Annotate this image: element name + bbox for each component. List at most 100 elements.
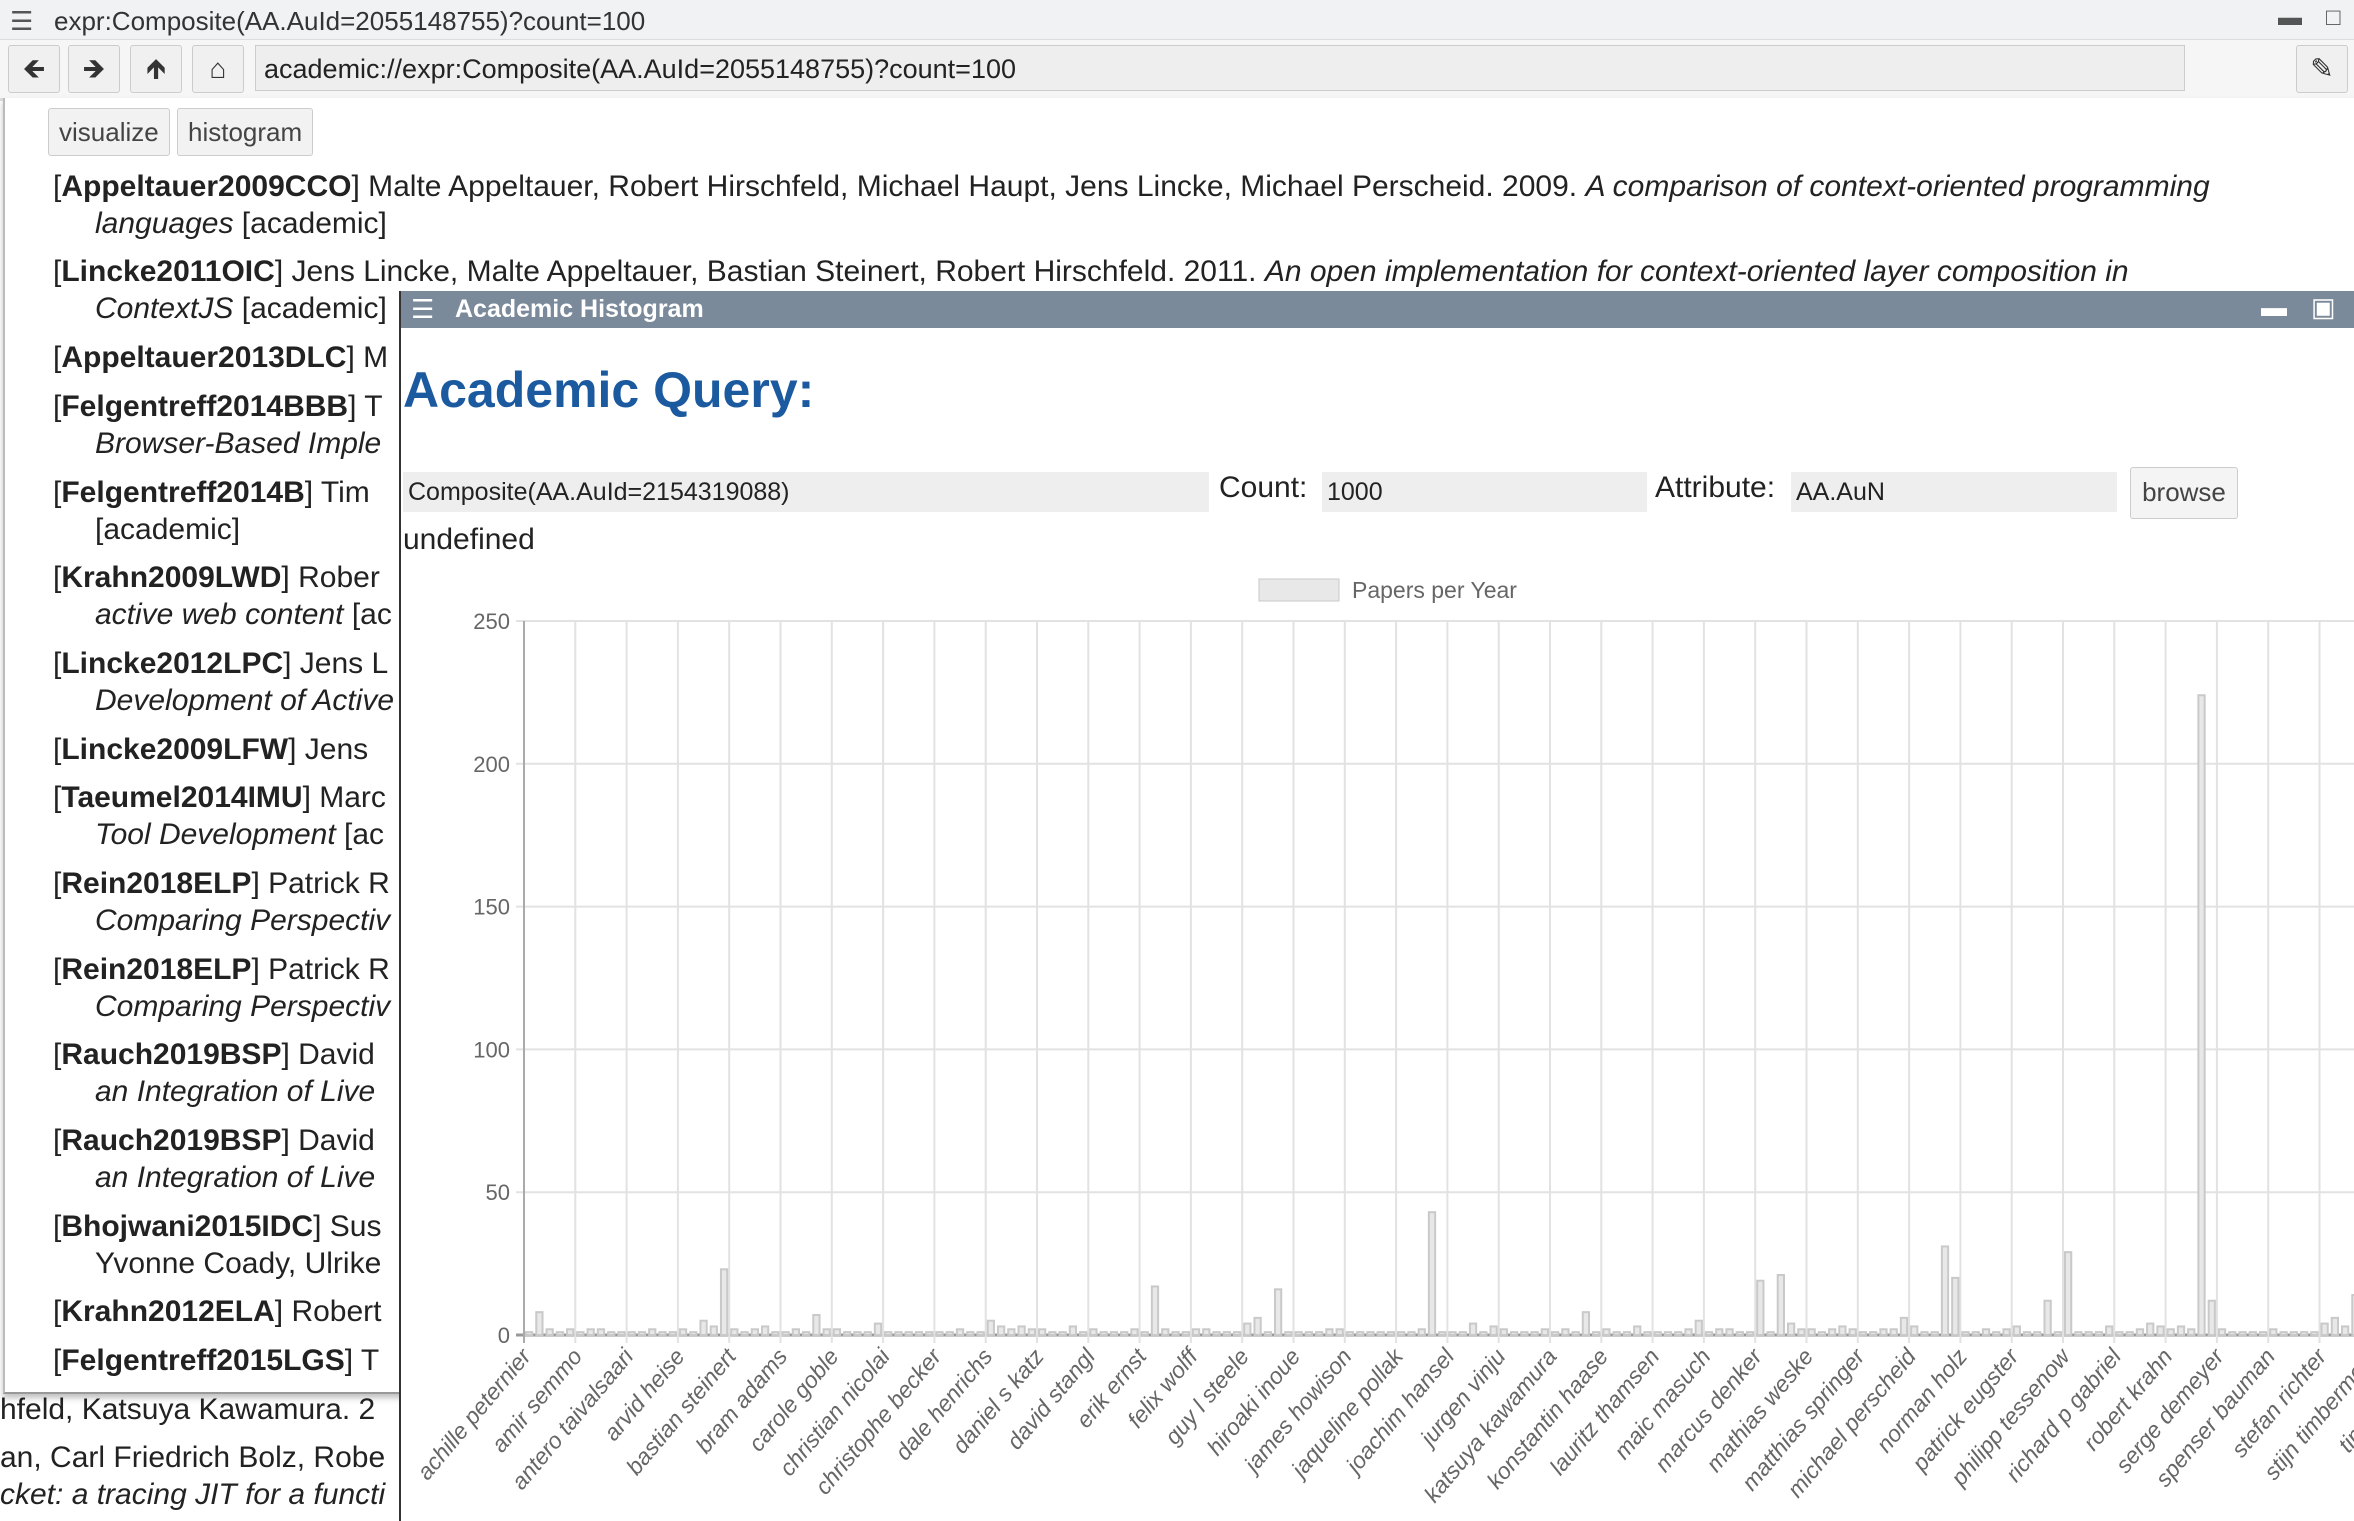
histogram-bar [1068, 1325, 1078, 1337]
histogram-bar [2166, 1328, 2175, 1336]
hamburger-icon[interactable]: ☰ [411, 294, 435, 324]
entry-key[interactable]: Rauch2019BSP [61, 1124, 282, 1157]
y-tick-label: 200 [473, 752, 510, 777]
entry-source[interactable]: Yvonne Coady, Ulrike [95, 1247, 382, 1280]
histogram-bar [555, 1331, 565, 1337]
x-tick-label: christophe becker [810, 1342, 947, 1499]
entry-source[interactable]: [academic] [233, 207, 387, 240]
histogram-bar [1243, 1322, 1252, 1337]
histogram-bar [996, 1325, 1006, 1337]
entry-key[interactable]: Rein2018ELP [61, 953, 252, 986]
histogram-bar [2135, 1328, 2145, 1336]
histogram-bar [1643, 1331, 1652, 1337]
result-entry: [Lincke2012LPC] Jens L Development of Act… [53, 647, 395, 717]
histogram-bar [1971, 1331, 1980, 1337]
histogram-bar [791, 1328, 801, 1336]
histogram-bar [699, 1319, 708, 1336]
maximize-icon[interactable]: □ [2326, 4, 2341, 31]
entry-key[interactable]: Appeltauer2009CCO [61, 170, 352, 203]
entry-key[interactable]: Appeltauer2013DLC [61, 341, 347, 374]
histogram-bar [1458, 1331, 1467, 1337]
hamburger-icon[interactable]: ☰ [10, 6, 34, 36]
histogram-bar [2084, 1331, 2093, 1337]
entry-source[interactable]: [academic] [95, 513, 241, 546]
entry-source[interactable]: [ac [343, 598, 392, 631]
histogram-bar [1930, 1331, 1939, 1337]
minimize-icon[interactable]: ▬ [2261, 292, 2287, 322]
entry-key[interactable]: Felgentreff2014BBB [61, 390, 349, 423]
histogram-bar [2269, 1328, 2278, 1336]
histogram-bar [1817, 1331, 1827, 1337]
navigation-bar: 🡸 🡺 🡹 ⌂ academic://expr:Composite(AA.AuI… [0, 40, 2354, 101]
entry-source[interactable]: [ac [335, 818, 385, 851]
histogram-bar [1766, 1331, 1775, 1337]
histogram-bar [894, 1331, 903, 1337]
query-input[interactable]: Composite(AA.AuId=2154319088) [403, 472, 1209, 512]
histogram-bar [2115, 1331, 2124, 1337]
histogram-bar [1592, 1331, 1601, 1337]
entry-key[interactable]: Lincke2012LPC [61, 647, 284, 680]
histogram-bar [1786, 1322, 1796, 1337]
entry-key[interactable]: Krahn2012ELA [61, 1295, 275, 1328]
forward-button[interactable]: 🡺 [68, 45, 120, 93]
entry-authors: T [353, 1344, 380, 1377]
x-tick-label: katsuya kawamura [1419, 1344, 1562, 1508]
histogram-bar [1807, 1328, 1816, 1336]
result-entry: [Rein2018ELP] Patrick R Comparing Perspec… [53, 953, 391, 1023]
x-tick-label: mathias weske [1701, 1344, 1819, 1477]
back-button[interactable]: 🡸 [8, 45, 60, 93]
histogram-bar [1079, 1331, 1088, 1337]
x-tick-label: norman holz [1871, 1343, 1973, 1457]
histogram-button[interactable]: histogram [177, 108, 314, 156]
x-tick-label: serge demeyer [2110, 1342, 2229, 1477]
minimize-icon[interactable]: ▬ [2278, 4, 2302, 31]
histogram-bar [781, 1331, 790, 1337]
result-entry: [Rauch2019BSP] David an Integration of Li… [53, 1038, 376, 1108]
histogram-bar [648, 1328, 657, 1336]
entry-key[interactable]: Bhojwani2015IDC [61, 1210, 314, 1243]
histogram-bar [925, 1331, 934, 1337]
entry-title-cont: ContextJS [95, 292, 234, 325]
entry-key[interactable]: Rauch2019BSP [61, 1038, 282, 1071]
entry-key[interactable]: Felgentreff2014B [61, 476, 305, 509]
attribute-input[interactable]: AA.AuN [1791, 472, 2117, 512]
entry-source[interactable]: [academic] [233, 292, 387, 325]
count-input[interactable]: 1000 [1322, 472, 1647, 512]
entry-key[interactable]: Krahn2009LWD [61, 561, 282, 594]
histogram-bar [760, 1325, 770, 1337]
entry-key[interactable]: Rein2018ELP [61, 867, 252, 900]
x-tick-label: erik ernst [1071, 1342, 1153, 1432]
histogram-bar [812, 1314, 821, 1337]
browse-button[interactable]: browse [2130, 467, 2238, 519]
x-tick-label: philipp tessenow [1945, 1342, 2076, 1491]
histogram-bar [2207, 1299, 2216, 1337]
edit-button[interactable]: ✎ [2296, 45, 2348, 93]
histogram-bar [2156, 1325, 2165, 1337]
histogram-bar [2012, 1325, 2021, 1337]
histogram-bar [2074, 1331, 2083, 1337]
up-button[interactable]: 🡹 [130, 45, 182, 93]
entry-key[interactable]: Taeumel2014IMU [61, 781, 303, 814]
histogram-bar [1961, 1331, 1970, 1337]
histogram-titlebar[interactable]: ☰ Academic Histogram ▬ ▣ [401, 291, 2354, 328]
x-tick-label: amir semmo [486, 1343, 587, 1457]
histogram-bar [1438, 1331, 1447, 1337]
histogram-bar [1120, 1331, 1129, 1337]
home-button[interactable]: ⌂ [192, 45, 244, 93]
histogram-bar [1499, 1328, 1508, 1336]
histogram-bar [1745, 1331, 1755, 1337]
entry-authors: David [289, 1124, 375, 1157]
url-input[interactable]: academic://expr:Composite(AA.AuId=205514… [255, 45, 2185, 91]
visualize-button[interactable]: visualize [48, 108, 170, 156]
home-icon: ⌂ [209, 53, 227, 84]
maximize-icon[interactable]: ▣ [2311, 292, 2336, 322]
histogram-bar [1530, 1331, 1539, 1337]
histogram-bar [1663, 1331, 1673, 1337]
entry-key[interactable]: Lincke2011OIC [61, 255, 275, 288]
x-tick-label: richard p gabriel [2000, 1343, 2126, 1487]
entry-authors: Tim [313, 476, 370, 509]
entry-key[interactable]: Felgentreff2015LGS [61, 1344, 345, 1377]
entry-key[interactable]: Lincke2009LFW [61, 733, 289, 766]
histogram-bar [904, 1331, 913, 1337]
histogram-bar [1048, 1331, 1057, 1337]
